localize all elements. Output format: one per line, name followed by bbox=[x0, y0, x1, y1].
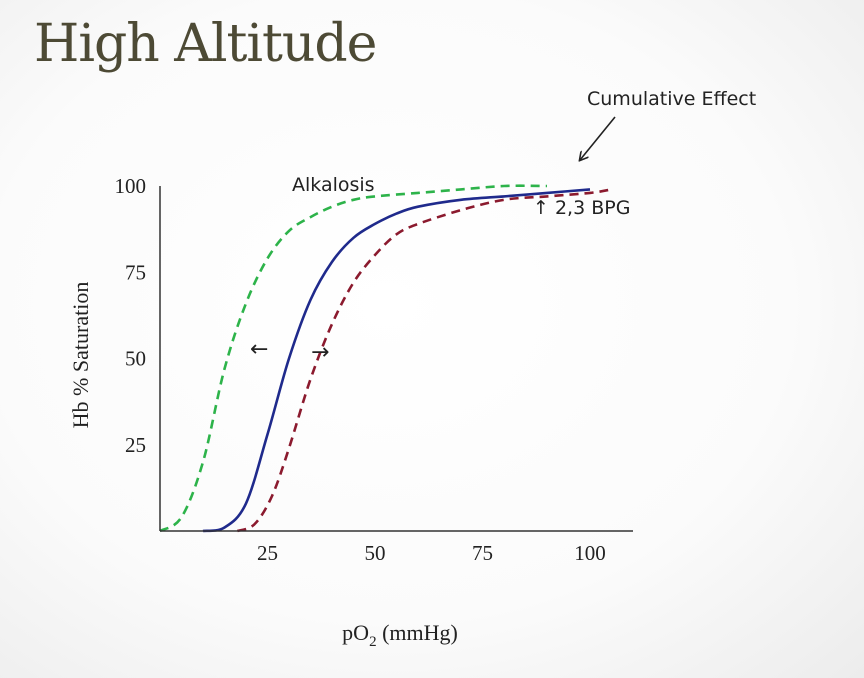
cumulative-effect-arrow bbox=[580, 116, 616, 160]
annotation-alkalosis: Alkalosis bbox=[292, 174, 375, 196]
x-tick-labels: 25 50 75 100 bbox=[257, 541, 606, 565]
y-tick-label: 50 bbox=[125, 347, 146, 371]
y-tick-label: 75 bbox=[125, 260, 146, 284]
x-tick-label: 50 bbox=[365, 541, 386, 565]
curves-group bbox=[159, 184, 612, 533]
series-line-2 bbox=[236, 188, 612, 533]
y-tick-label: 25 bbox=[125, 433, 146, 457]
annotation-cumulative-effect: Cumulative Effect bbox=[587, 88, 756, 110]
series-line-0 bbox=[159, 184, 548, 533]
x-tick-label: 75 bbox=[472, 541, 493, 565]
right-shift-arrow: → bbox=[311, 340, 329, 365]
y-tick-label: 100 bbox=[115, 174, 147, 198]
series-line-1 bbox=[202, 188, 591, 533]
slide-title: High Altitude bbox=[34, 14, 377, 74]
x-axis-label: pO2 (mmHg) bbox=[342, 620, 458, 650]
y-tick-labels: 25 50 75 100 bbox=[115, 174, 147, 457]
x-tick-label: 100 bbox=[574, 541, 606, 565]
x-tick-label: 25 bbox=[257, 541, 278, 565]
y-axis-label: Hb % Saturation bbox=[68, 282, 93, 429]
annotation-bpg: ↑ 2,3 BPG bbox=[533, 197, 630, 219]
left-shift-arrow: ← bbox=[250, 337, 268, 362]
